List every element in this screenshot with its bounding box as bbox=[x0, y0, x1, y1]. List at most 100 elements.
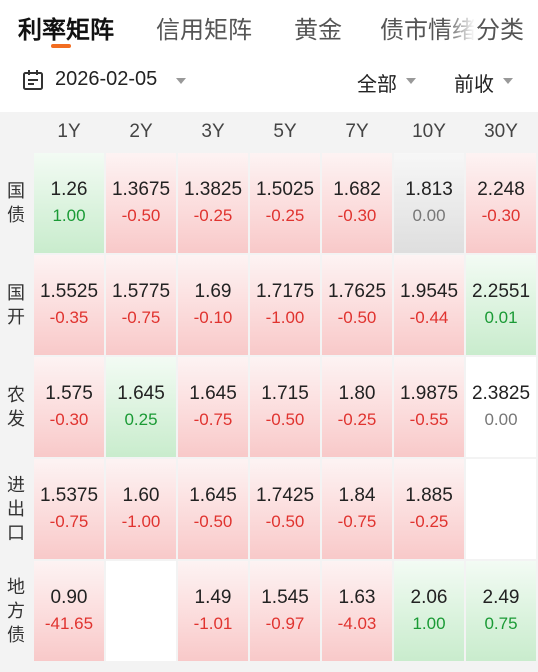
matrix-cell[interactable]: 1.69 -0.10 bbox=[178, 255, 248, 355]
change-value: -0.75 bbox=[337, 512, 377, 531]
matrix-cell[interactable] bbox=[466, 459, 536, 559]
yield-value: 2.06 bbox=[410, 587, 448, 608]
matrix-cell[interactable]: 1.5025 -0.25 bbox=[250, 153, 320, 253]
row-header-char: 发 bbox=[7, 409, 25, 429]
row-header-char: 债 bbox=[7, 625, 25, 645]
tab-bar: 利率矩阵 信用矩阵 黄金 债市情绪 分类 bbox=[0, 0, 538, 52]
matrix-cell[interactable]: 1.7175 -1.00 bbox=[250, 255, 320, 355]
yield-value: 1.5025 bbox=[255, 179, 315, 200]
row-header-char: 口 bbox=[7, 523, 25, 543]
change-value: -41.65 bbox=[44, 614, 94, 633]
matrix-cell[interactable]: 1.3825 -0.25 bbox=[178, 153, 248, 253]
yield-value: 1.5525 bbox=[39, 281, 99, 302]
tab-overflow-fade bbox=[445, 0, 475, 52]
yield-value: 1.3825 bbox=[183, 179, 243, 200]
matrix-cell[interactable]: 1.26 1.00 bbox=[34, 153, 104, 253]
change-value: 0.01 bbox=[484, 308, 518, 327]
change-value: -0.75 bbox=[49, 512, 89, 531]
yield-value: 1.80 bbox=[338, 383, 376, 404]
basis-selector[interactable]: 前收 bbox=[454, 74, 494, 96]
row-header-char: 出 bbox=[7, 499, 25, 519]
matrix-cell[interactable]: 1.885 -0.25 bbox=[394, 459, 464, 559]
matrix-cell[interactable]: 1.715 -0.50 bbox=[250, 357, 320, 457]
column-header[interactable]: 1Y bbox=[57, 121, 81, 142]
matrix-cell[interactable]: 1.63 -4.03 bbox=[322, 561, 392, 661]
column-header[interactable]: 5Y bbox=[273, 121, 297, 142]
change-value: -0.25 bbox=[265, 206, 305, 225]
yield-value: 1.3675 bbox=[111, 179, 171, 200]
matrix-cell[interactable]: 1.7425 -0.50 bbox=[250, 459, 320, 559]
scope-selector[interactable]: 全部 bbox=[357, 74, 397, 96]
row-header-char: 国 bbox=[7, 283, 25, 303]
chevron-down-icon[interactable] bbox=[503, 78, 513, 84]
matrix-cell[interactable]: 1.645 -0.50 bbox=[178, 459, 248, 559]
matrix-cell[interactable]: 1.645 -0.75 bbox=[178, 357, 248, 457]
yield-value: 1.49 bbox=[194, 587, 232, 608]
active-tab-indicator bbox=[51, 44, 71, 48]
date-selector[interactable]: 2026-02-05 bbox=[55, 68, 158, 90]
matrix-cell[interactable]: 1.7625 -0.50 bbox=[322, 255, 392, 355]
matrix-cell[interactable]: 2.3825 0.00 bbox=[466, 357, 536, 457]
matrix-cell[interactable] bbox=[106, 561, 176, 661]
column-header[interactable]: 2Y bbox=[129, 121, 153, 142]
yield-value: 2.3825 bbox=[471, 383, 531, 404]
tab-credit-matrix[interactable]: 信用矩阵 bbox=[156, 17, 252, 44]
row-header: 地方债 bbox=[0, 561, 32, 661]
matrix-cell[interactable]: 1.5525 -0.35 bbox=[34, 255, 104, 355]
change-value: -0.25 bbox=[193, 206, 233, 225]
matrix-cell[interactable]: 1.545 -0.97 bbox=[250, 561, 320, 661]
yield-value: 2.248 bbox=[477, 179, 525, 200]
tab-gold[interactable]: 黄金 bbox=[294, 17, 342, 44]
yield-value: 1.545 bbox=[261, 587, 309, 608]
matrix-cell[interactable]: 1.645 0.25 bbox=[106, 357, 176, 457]
yield-value: 1.26 bbox=[50, 179, 88, 200]
yield-value: 1.645 bbox=[117, 383, 165, 404]
matrix-cell[interactable]: 2.2551 0.01 bbox=[466, 255, 536, 355]
yield-value: 1.63 bbox=[338, 587, 376, 608]
matrix-cell[interactable]: 1.682 -0.30 bbox=[322, 153, 392, 253]
row-header: 农发 bbox=[0, 357, 32, 457]
matrix-cell[interactable]: 1.3675 -0.50 bbox=[106, 153, 176, 253]
matrix-cell[interactable]: 1.84 -0.75 bbox=[322, 459, 392, 559]
matrix-cell[interactable]: 1.5375 -0.75 bbox=[34, 459, 104, 559]
matrix-cell[interactable]: 1.575 -0.30 bbox=[34, 357, 104, 457]
yield-value: 1.813 bbox=[405, 179, 453, 200]
yield-value: 1.5375 bbox=[39, 485, 99, 506]
matrix-cell[interactable]: 1.60 -1.00 bbox=[106, 459, 176, 559]
chevron-down-icon[interactable] bbox=[176, 78, 186, 84]
row-header: 进出口 bbox=[0, 459, 32, 559]
matrix-cell[interactable]: 1.80 -0.25 bbox=[322, 357, 392, 457]
matrix-cell[interactable]: 0.90 -41.65 bbox=[34, 561, 104, 661]
matrix-cell[interactable]: 1.813 0.00 bbox=[394, 153, 464, 253]
change-value: -0.50 bbox=[265, 410, 305, 429]
chevron-down-icon[interactable] bbox=[406, 78, 416, 84]
matrix-cell[interactable]: 1.5775 -0.75 bbox=[106, 255, 176, 355]
matrix-cell[interactable]: 1.49 -1.01 bbox=[178, 561, 248, 661]
change-value: -0.55 bbox=[409, 410, 449, 429]
change-value: 0.00 bbox=[484, 410, 518, 429]
change-value: -0.50 bbox=[193, 512, 233, 531]
column-header[interactable]: 10Y bbox=[412, 121, 446, 142]
change-value: -0.25 bbox=[337, 410, 377, 429]
matrix-cell[interactable]: 2.248 -0.30 bbox=[466, 153, 536, 253]
yield-value: 1.682 bbox=[333, 179, 381, 200]
tab-category[interactable]: 分类 bbox=[474, 10, 524, 45]
yield-value: 2.49 bbox=[482, 587, 520, 608]
yield-value: 1.60 bbox=[122, 485, 160, 506]
matrix-cell[interactable]: 2.49 0.75 bbox=[466, 561, 536, 661]
matrix-cell[interactable]: 2.06 1.00 bbox=[394, 561, 464, 661]
yield-value: 1.885 bbox=[405, 485, 453, 506]
tab-rate-matrix[interactable]: 利率矩阵 bbox=[18, 17, 114, 44]
yield-value: 1.9875 bbox=[399, 383, 459, 404]
yield-value: 1.7625 bbox=[327, 281, 387, 302]
column-header[interactable]: 7Y bbox=[345, 121, 369, 142]
change-value: 1.00 bbox=[412, 614, 446, 633]
column-header[interactable]: 3Y bbox=[201, 121, 225, 142]
change-value: -1.00 bbox=[121, 512, 161, 531]
matrix-cell[interactable]: 1.9545 -0.44 bbox=[394, 255, 464, 355]
calendar-icon[interactable] bbox=[22, 69, 44, 91]
matrix-cell[interactable]: 1.9875 -0.55 bbox=[394, 357, 464, 457]
change-value: -0.10 bbox=[193, 308, 233, 327]
yield-value: 1.5775 bbox=[111, 281, 171, 302]
column-header[interactable]: 30Y bbox=[484, 121, 518, 142]
